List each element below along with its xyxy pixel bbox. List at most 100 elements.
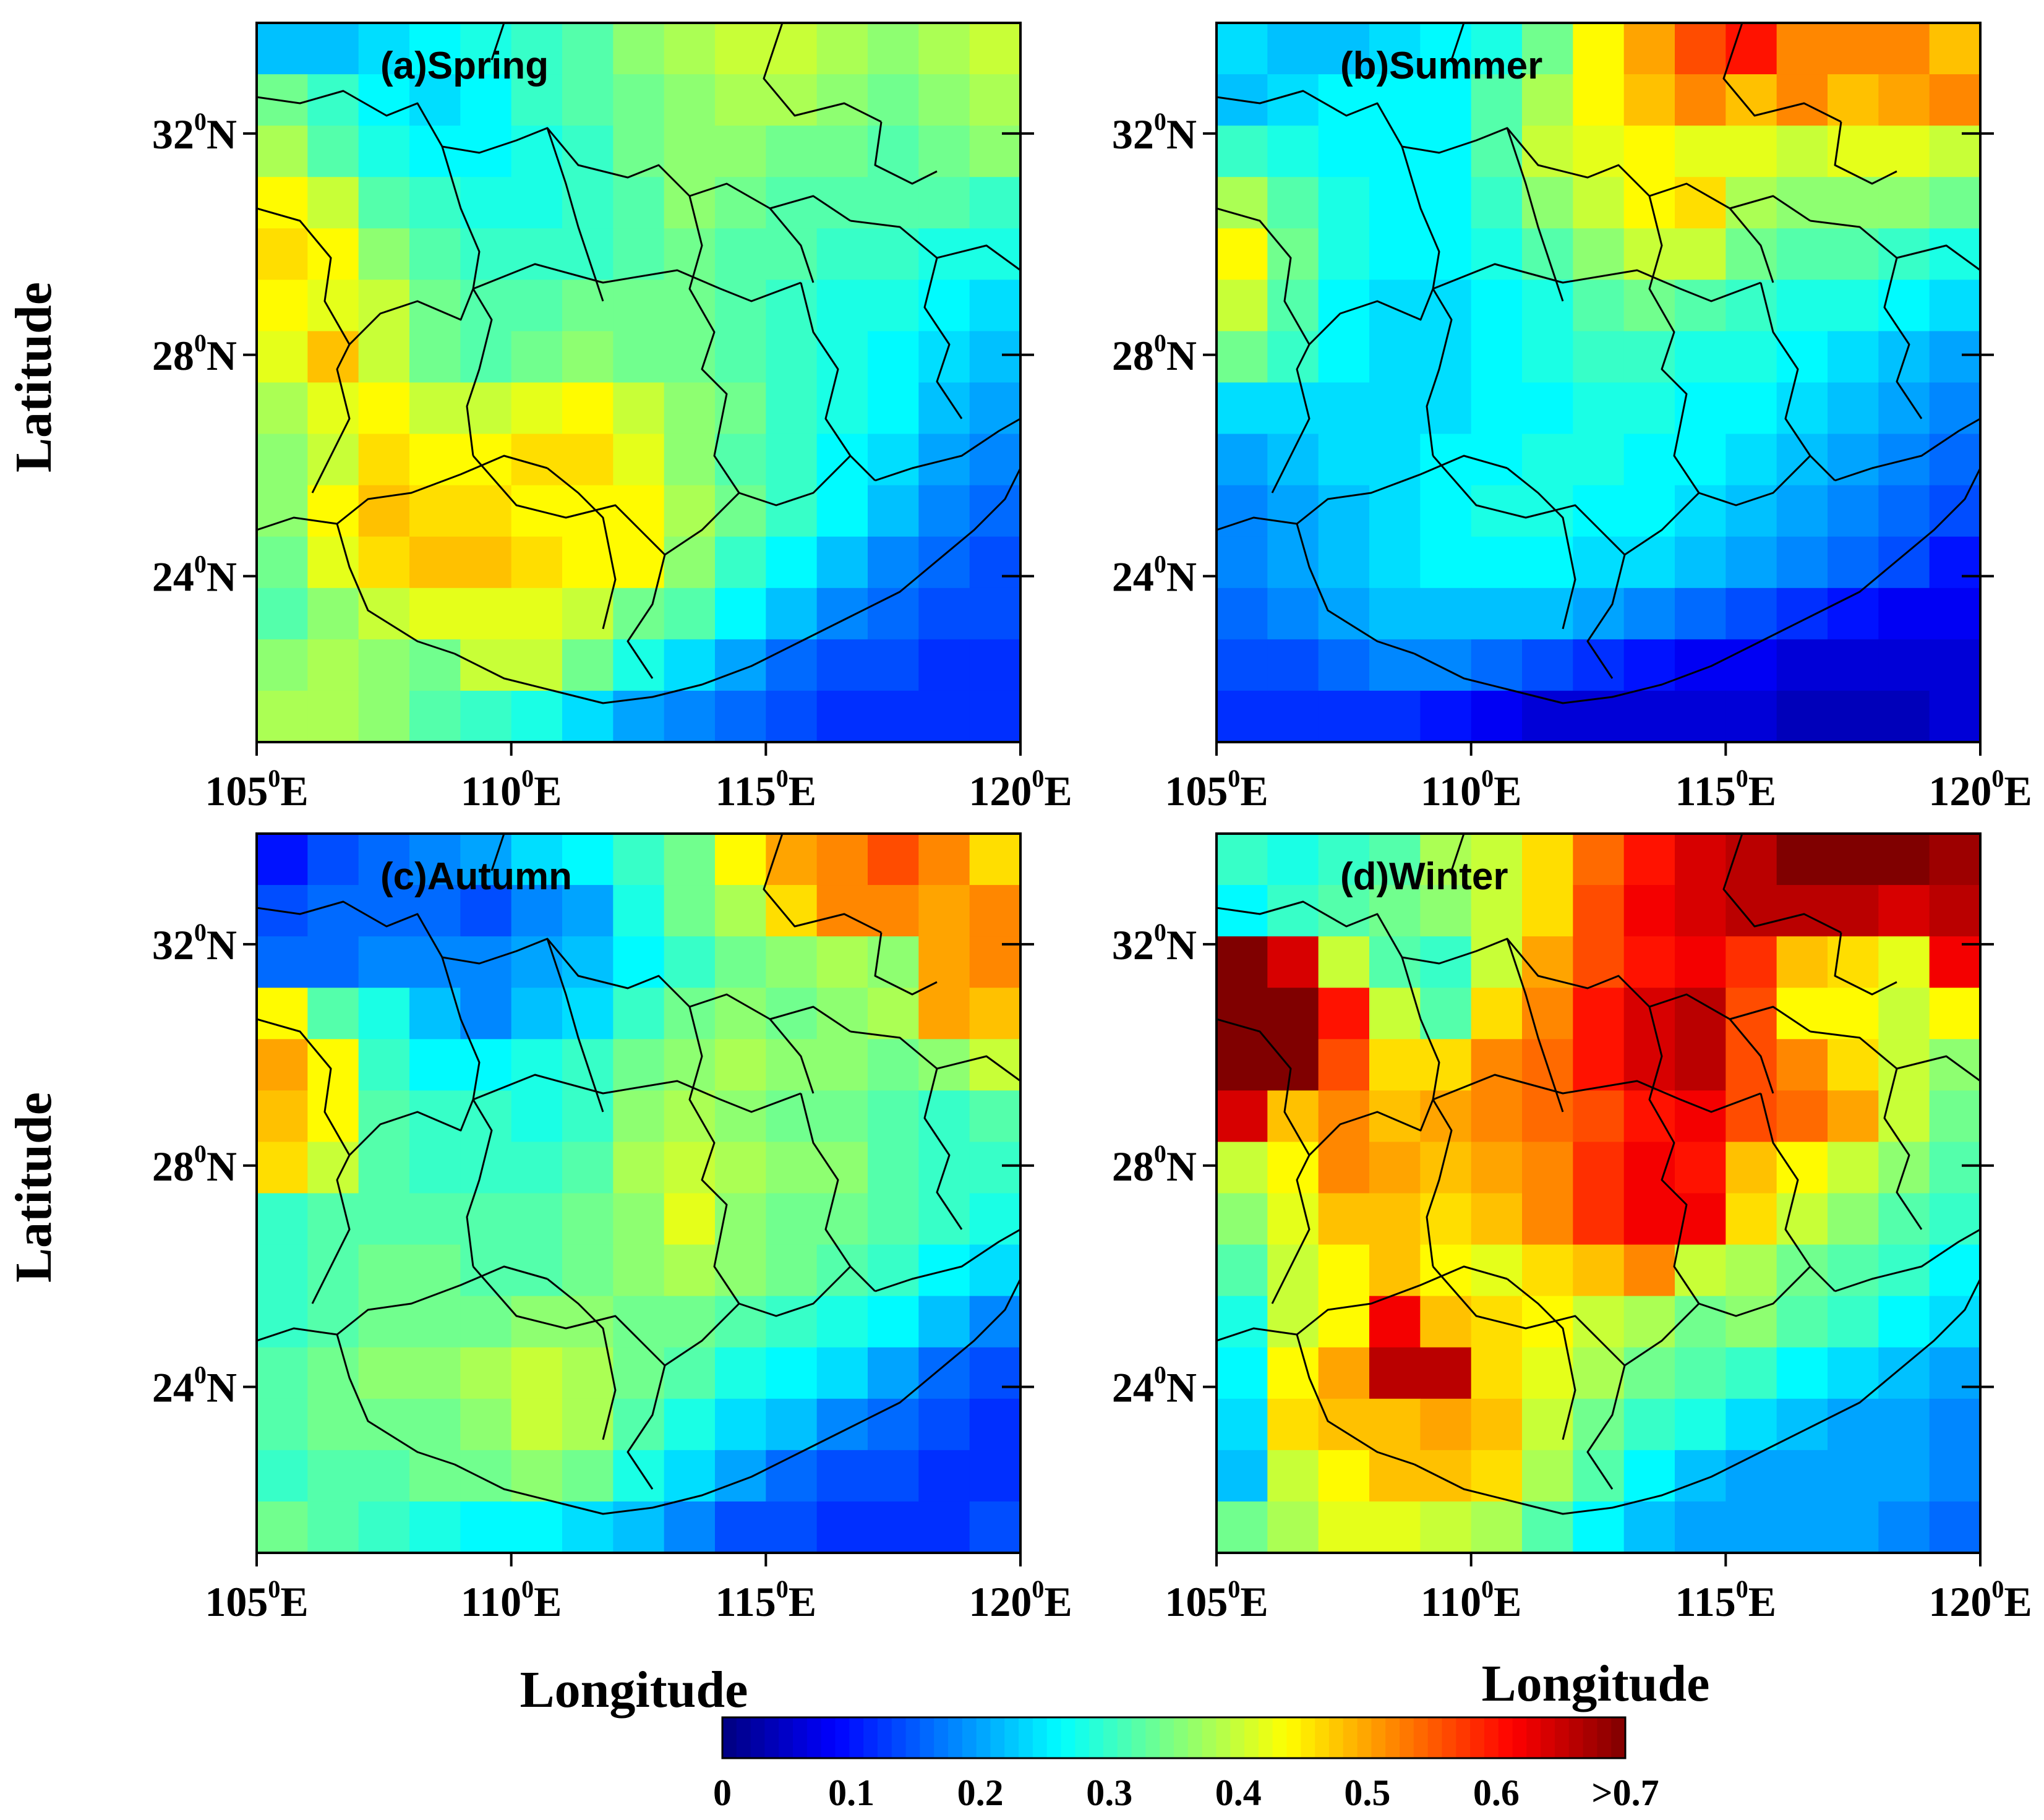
grid-cell: [460, 228, 512, 280]
grid-cell: [1623, 1296, 1675, 1348]
grid-cell: [1828, 885, 1879, 937]
grid-cell: [1369, 1039, 1421, 1091]
grid-cell: [511, 885, 563, 937]
grid-cell: [1776, 690, 1828, 743]
grid-cell: [1776, 23, 1828, 75]
grid-cell: [1725, 126, 1777, 177]
grid-cell: [1217, 834, 1268, 886]
raster-grid: [1217, 23, 1981, 743]
grid-cell: [1318, 1244, 1370, 1297]
grid-cell: [1420, 177, 1472, 229]
colorbar-swatch: [1541, 1717, 1555, 1758]
grid-cell: [1217, 1398, 1268, 1451]
colorbar-swatch: [962, 1717, 977, 1758]
colorbar-swatch: [1160, 1717, 1174, 1758]
grid-cell: [307, 74, 359, 126]
grid-cell: [1675, 228, 1726, 280]
grid-cell: [1318, 126, 1370, 177]
grid-cell: [1522, 936, 1573, 988]
grid-cell: [409, 1398, 461, 1451]
panel-frame: [1215, 22, 1982, 743]
colorbar-swatch: [1244, 1717, 1259, 1758]
grid-cell: [1828, 434, 1879, 486]
colorbar-swatch: [1286, 1717, 1301, 1758]
grid-cell: [511, 1193, 563, 1245]
grid-cell: [1267, 1501, 1319, 1553]
grid-cell: [1675, 639, 1726, 691]
grid-cell: [1573, 177, 1625, 229]
grid-cell: [766, 1142, 818, 1194]
grid-cell: [918, 1039, 970, 1091]
grid-cell: [358, 639, 410, 691]
grid-cell: [1878, 1450, 1930, 1502]
grid-cell: [1420, 1296, 1472, 1348]
boundary-line: [1834, 121, 1897, 185]
grid-cell: [868, 1501, 919, 1553]
grid-cell: [358, 1244, 410, 1297]
grid-cell: [715, 536, 766, 589]
grid-cell: [1522, 382, 1573, 435]
grid-cell: [307, 434, 359, 486]
grid-cell: [664, 23, 716, 75]
grid-cell: [1675, 1398, 1726, 1451]
colorbar-swatch: [1089, 1717, 1104, 1758]
grid-cell: [1828, 1193, 1879, 1245]
grid-cell: [816, 74, 868, 126]
grid-cell: [918, 536, 970, 589]
colorbar-swatch: [1230, 1717, 1245, 1758]
colorbar-swatch: [1131, 1717, 1146, 1758]
boundary-line: [546, 127, 604, 302]
grid-cell: [1471, 23, 1523, 75]
grid-cell: [1776, 1398, 1828, 1451]
colorbar-tick-label: 0.3: [1086, 1772, 1132, 1813]
grid-cell: [562, 1347, 614, 1399]
grid-cell: [969, 988, 1021, 1040]
grid-cell: [1828, 23, 1879, 75]
grid-cell: [1369, 280, 1421, 332]
grid-cell: [1623, 177, 1675, 229]
grid-cell: [613, 1450, 665, 1502]
grid-cell: [1929, 536, 1981, 589]
colorbar-swatch: [1371, 1717, 1386, 1758]
grid-cell: [1522, 1090, 1573, 1143]
grid-cell: [358, 936, 410, 988]
colorbar-tick-label: 0.4: [1215, 1772, 1262, 1813]
grid-cell: [715, 587, 766, 640]
grid-cell: [1573, 228, 1625, 280]
grid-cell: [409, 1347, 461, 1399]
grid-cell: [1369, 834, 1421, 886]
grid-cell: [1369, 74, 1421, 126]
grid-cell: [307, 382, 359, 435]
grid-cell: [1318, 1450, 1370, 1502]
grid-cell: [1420, 690, 1472, 743]
colorbar-swatch: [821, 1717, 836, 1758]
grid-cell: [1725, 280, 1777, 332]
grid-cell: [613, 536, 665, 589]
boundary-line: [1883, 1068, 1923, 1230]
grid-cell: [358, 1193, 410, 1245]
grid-cell: [1420, 988, 1472, 1040]
grid-cell: [969, 177, 1021, 229]
grid-cell: [1725, 1347, 1777, 1399]
grid-cell: [1369, 1347, 1421, 1399]
grid-cell: [1267, 690, 1319, 743]
grid-cell: [511, 1501, 563, 1553]
grid-cell: [816, 885, 868, 937]
grid-cell: [664, 587, 716, 640]
grid-cell: [409, 885, 461, 937]
grid-cell: [715, 1501, 766, 1553]
grid-cell: [409, 280, 461, 332]
grid-cell: [307, 1193, 359, 1245]
x-tick-label: 1050E: [205, 764, 308, 814]
boundary-line: [1296, 1334, 1415, 1466]
grid-cell: [816, 23, 868, 75]
boundary-line: [1722, 834, 1842, 934]
grid-cell: [562, 382, 614, 435]
grid-cell: [1573, 331, 1625, 383]
colorbar-swatch: [1075, 1717, 1090, 1758]
boundary-line: [441, 146, 493, 456]
grid-cell: [868, 1090, 919, 1143]
grid-cell: [460, 988, 512, 1040]
province-boundaries: [257, 834, 1020, 1515]
grid-cell: [1217, 1501, 1268, 1553]
